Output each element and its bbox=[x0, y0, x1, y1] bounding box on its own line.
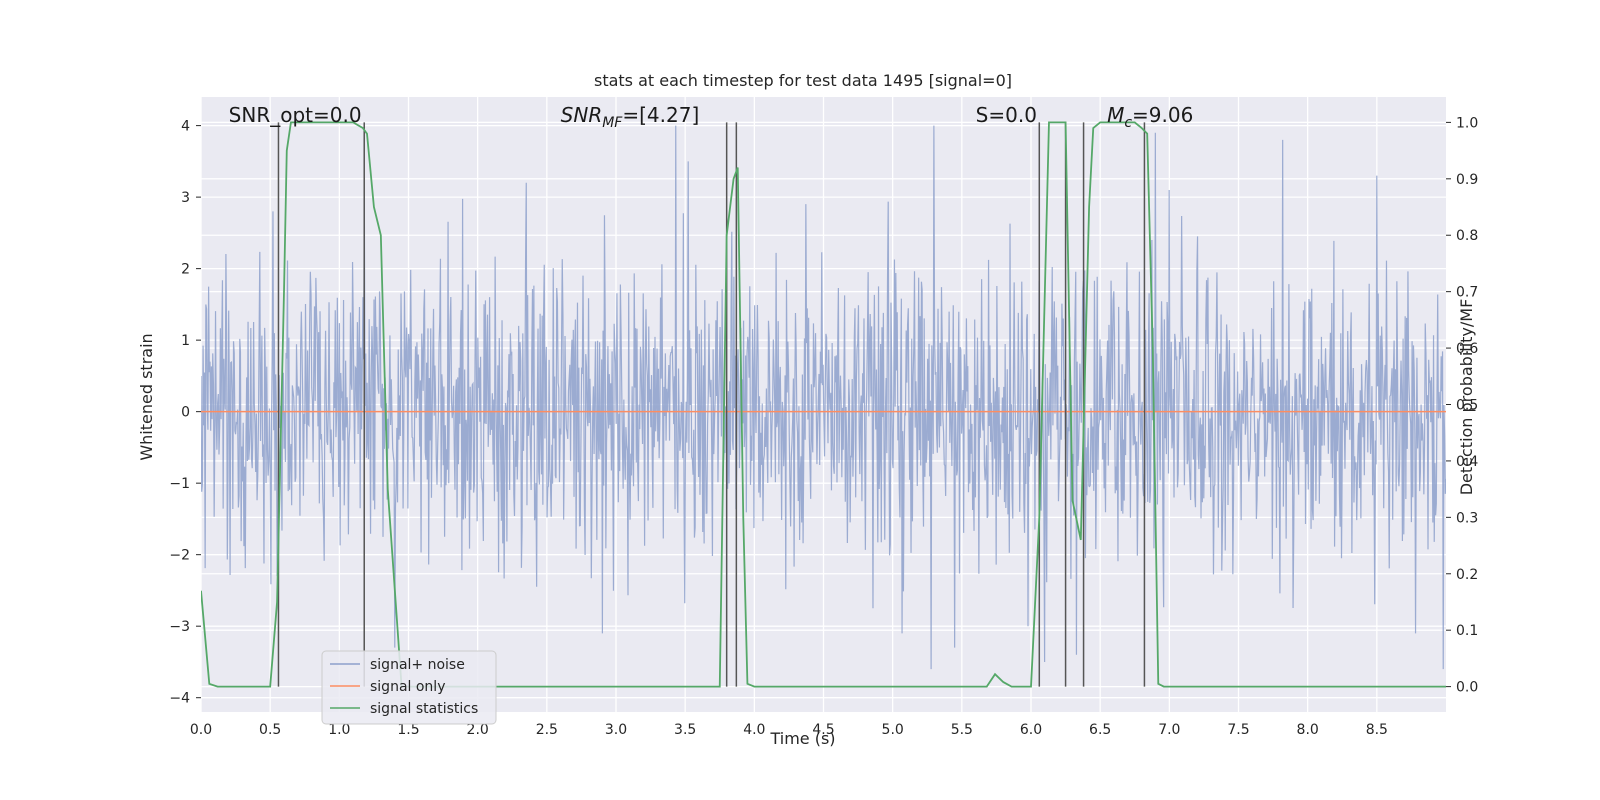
annotation: SNRMF=[4.27] bbox=[561, 103, 700, 131]
x-tick-label: 6.0 bbox=[1020, 722, 1042, 738]
x-ticks: 0.0 0.5 1.0 1.5 2.0 2.5 3.0 3.5 4.0 4.5 5.0 5.5 6.0 6… bbox=[190, 722, 1388, 738]
y2-tick-label: 0.7 bbox=[1456, 285, 1478, 301]
noise-trace bbox=[201, 125, 1446, 670]
x-tick-label: 6.5 bbox=[1089, 722, 1111, 738]
x-tick-label: 5.5 bbox=[951, 722, 973, 738]
y-tick-label: −4 bbox=[169, 691, 190, 707]
x-tick-label: 8.0 bbox=[1297, 722, 1319, 738]
x-tick-label: 5.0 bbox=[882, 722, 904, 738]
x-tick-label: 7.0 bbox=[1158, 722, 1180, 738]
y2-tick-label: 0.8 bbox=[1456, 228, 1478, 244]
y2-ticks: 1.0 0.9 0.8 0.7 0.6 0.5 0.4 0.3 0.2 0.1 0.0 bbox=[1446, 115, 1478, 696]
x-tick-label: 8.5 bbox=[1366, 722, 1388, 738]
x-tick-label: 2.0 bbox=[467, 722, 489, 738]
y2-tick-label: 1.0 bbox=[1456, 115, 1478, 131]
y2-tick-label: 0.3 bbox=[1456, 510, 1478, 526]
x-tick-label: 1.5 bbox=[397, 722, 419, 738]
vertical-lines bbox=[277, 122, 1146, 687]
x-tick-label: 3.0 bbox=[605, 722, 627, 738]
legend-label-signal-only: signal only bbox=[370, 679, 445, 695]
legend: signal+ noise signal only signal statist… bbox=[321, 650, 497, 725]
chart-title: stats at each timestep for test data 149… bbox=[594, 71, 1012, 90]
signal-statistics-series bbox=[201, 121, 1446, 688]
x-axis-label: Time (s) bbox=[769, 729, 835, 748]
y2-tick-label: 0.6 bbox=[1456, 341, 1478, 357]
annotation: S=0.0 bbox=[976, 103, 1037, 127]
legend-box bbox=[321, 650, 497, 725]
y2-axis-label: Detection probability/MF bbox=[1457, 299, 1476, 496]
annotation: Mc=9.06 bbox=[1107, 103, 1193, 131]
y2-tick-label: 0.2 bbox=[1456, 567, 1478, 583]
x-tick-label: 2.5 bbox=[536, 722, 558, 738]
annotations: SNR_opt=0.0 SNRMF=[4.27] S=0.0 Mc=9.06 bbox=[229, 103, 1194, 131]
y-tick-label: 4 bbox=[181, 119, 190, 135]
legend-label-signal-noise: signal+ noise bbox=[370, 657, 465, 673]
signal-noise-series bbox=[201, 125, 1446, 670]
y-tick-label: 0 bbox=[181, 405, 190, 421]
y-tick-label: 1 bbox=[181, 333, 190, 349]
y2-tick-label: 0.5 bbox=[1456, 398, 1478, 414]
legend-label-signal-statistics: signal statistics bbox=[370, 701, 478, 717]
x-tick-label: 0.5 bbox=[259, 722, 281, 738]
y2-tick-label: 0.9 bbox=[1456, 172, 1478, 188]
x-tick-label: 0.0 bbox=[190, 722, 212, 738]
y-axis-label: Whitened strain bbox=[137, 333, 156, 460]
x-tick-label: 4.0 bbox=[743, 722, 765, 738]
y2-tick-label: 0.0 bbox=[1456, 680, 1478, 696]
x-tick-label: 1.0 bbox=[328, 722, 350, 738]
y2-tick-label: 0.4 bbox=[1456, 454, 1478, 470]
statistics-line bbox=[201, 121, 1446, 688]
y-tick-label: −2 bbox=[169, 548, 190, 564]
y-tick-label: 3 bbox=[181, 190, 190, 206]
y-ticks: 4 3 2 1 0 −1 −2 −3 −4 bbox=[169, 119, 201, 707]
x-tick-label: 3.5 bbox=[674, 722, 696, 738]
y-tick-label: 2 bbox=[181, 262, 190, 278]
x-tick-label: 4.5 bbox=[812, 722, 834, 738]
y2-tick-label: 0.1 bbox=[1456, 623, 1478, 639]
y-tick-label: −3 bbox=[169, 619, 190, 635]
y-tick-label: −1 bbox=[169, 476, 190, 492]
x-tick-label: 7.5 bbox=[1227, 722, 1249, 738]
annotation: SNR_opt=0.0 bbox=[229, 103, 362, 127]
